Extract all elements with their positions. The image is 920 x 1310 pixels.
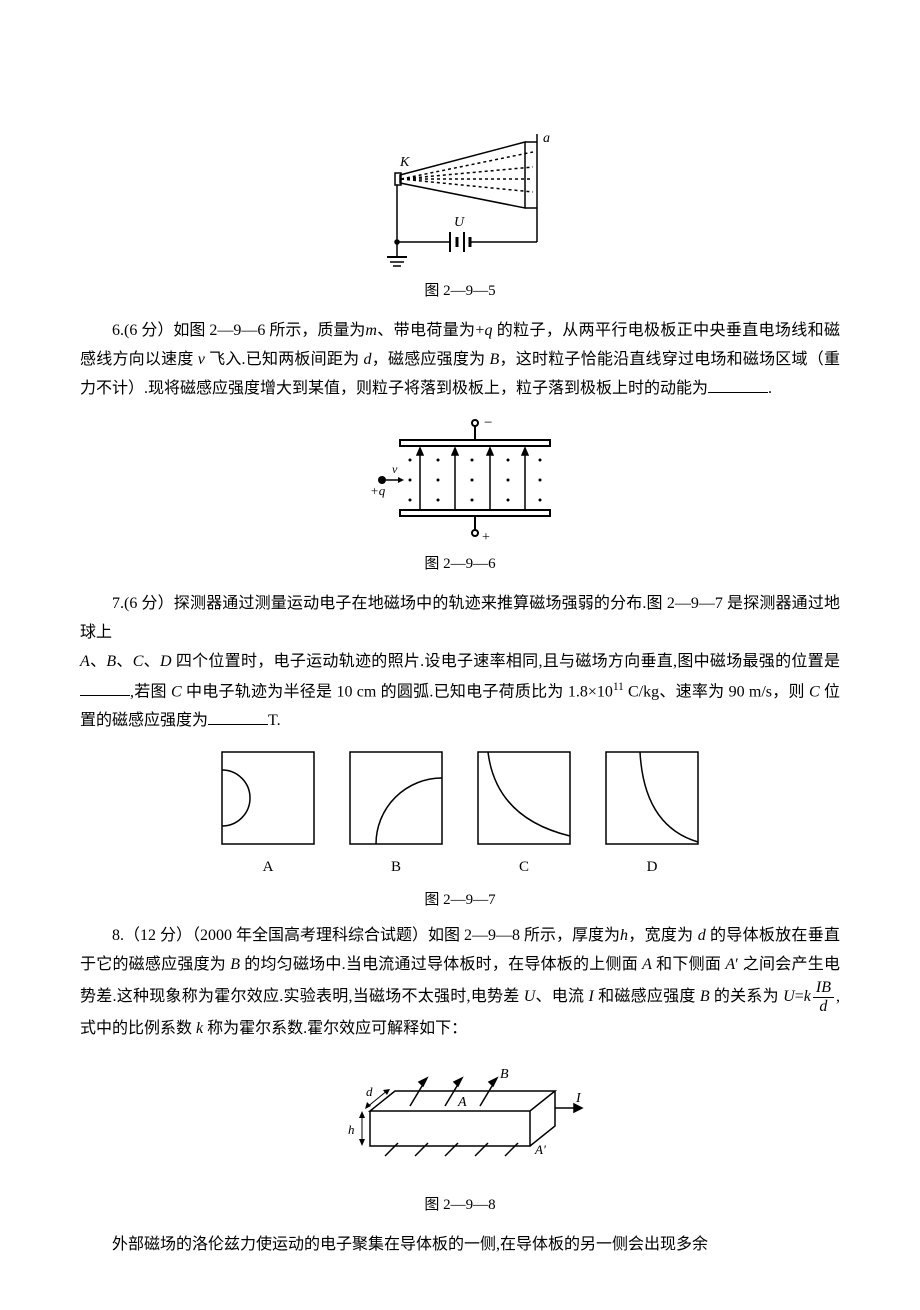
- p7-t4: 四个位置时，电子运动轨迹的照片.设电子速率相同,且与磁场方向垂直,图中磁场最强的…: [172, 653, 840, 670]
- figure-5-caption: 图 2—9—5: [80, 278, 840, 305]
- fig8-d: d: [366, 1084, 373, 1099]
- p8-t1: ，宽度为: [628, 927, 698, 944]
- p8-t0: 8.（12 分）（2000 年全国高考理科综合试题）如图 2—9—8 所示，厚度…: [80, 922, 620, 951]
- problem-8: 8.（12 分）（2000 年全国高考理科综合试题）如图 2—9—8 所示，厚度…: [80, 922, 840, 1045]
- figure-6: − + v +q 图 2—9—6: [80, 415, 840, 578]
- p7-exp: 11: [613, 681, 624, 693]
- p6-t3: 飞入.已知两板间距为: [205, 351, 364, 368]
- p7-t6: 中电子轨迹为半径是 10 cm 的圆弧.已知电子荷质比为 1.8×10: [182, 683, 613, 700]
- p8-t8: 的关系为: [710, 988, 784, 1005]
- fig7-B-label: B: [346, 854, 446, 881]
- figure-5-svg: K U a: [345, 112, 575, 272]
- p8-d: d: [698, 927, 706, 944]
- p7-C: C: [133, 653, 144, 670]
- p8-t7: 和磁感应强度: [594, 988, 700, 1005]
- problem-7: 7.(6 分）探测器通过测量运动电子在地磁场中的轨迹来推算磁场强弱的分布.图 2…: [80, 590, 840, 735]
- p7-D: D: [160, 653, 172, 670]
- problem-6: 6.(6 分）如图 2—9—6 所示，质量为 m、带电荷量为+q 的粒子，从两平…: [80, 317, 840, 403]
- p7-blank2: [208, 709, 268, 725]
- p7-t3: 、: [143, 653, 160, 670]
- figure-6-caption: 图 2—9—6: [80, 551, 840, 578]
- figure-8: d h A A' B I 图 2—9—8: [80, 1056, 840, 1219]
- p7-t0: 7.(6 分）探测器通过测量运动电子在地磁场中的轨迹来推算磁场强弱的分布.图 2…: [80, 590, 840, 648]
- figure-5: K U a 图 2—9—5: [80, 112, 840, 305]
- p6-t1: 、带电荷量为+: [377, 322, 485, 339]
- figure-7-caption: 图 2—9—7: [80, 887, 840, 914]
- fig8-B: B: [500, 1067, 509, 1082]
- fig6-plusq: +q: [370, 483, 386, 498]
- fig5-label-a: a: [543, 131, 550, 146]
- p8-U2: U: [783, 988, 795, 1005]
- p7-B: B: [106, 653, 116, 670]
- fig6-v: v: [392, 462, 398, 476]
- p8-t9: =: [795, 988, 804, 1005]
- figure-8-caption: 图 2—9—8: [80, 1192, 840, 1219]
- p8-U: U: [524, 988, 536, 1005]
- fig8-I: I: [575, 1091, 582, 1106]
- p7-C3: C: [809, 683, 820, 700]
- p8-h: h: [620, 927, 628, 944]
- p6-v: v: [198, 351, 205, 368]
- p7-t5: ,若图: [130, 683, 171, 700]
- p6-B: B: [490, 351, 500, 368]
- fig6-plus: +: [482, 530, 490, 545]
- fig8-A: A: [457, 1095, 467, 1110]
- p6-t0: 6.(6 分）如图 2—9—6 所示，质量为: [80, 317, 365, 346]
- p6-m: m: [365, 322, 377, 339]
- p7-t2: 、: [116, 653, 133, 670]
- fig7-A-label: A: [218, 854, 318, 881]
- fig6-minus: −: [484, 415, 492, 431]
- figure-8-svg: d h A A' B I: [330, 1056, 590, 1186]
- p8-after-text: 外部磁场的洛伦兹力使运动的电子聚集在导体板的一侧,在导体板的另一侧会出现多余: [80, 1231, 708, 1260]
- p8-B2: B: [700, 988, 710, 1005]
- p8-frac-den: d: [813, 998, 834, 1016]
- p8-t11: 称为霍尔系数.霍尔效应可解释如下：: [203, 1020, 467, 1037]
- p8-t4: 和下侧面: [652, 956, 725, 973]
- p7-C2: C: [171, 683, 182, 700]
- p7-t1: 、: [90, 653, 107, 670]
- p6-d: d: [364, 351, 372, 368]
- fig7-C-label: C: [474, 854, 574, 881]
- p8-k: k: [804, 988, 811, 1005]
- fig7-panel-B: B: [346, 748, 446, 881]
- p8-frac-num: IB: [813, 979, 834, 998]
- p8-frac: IBd: [813, 979, 834, 1015]
- fig7-panel-D: D: [602, 748, 702, 881]
- figure-7-row: A B C D: [80, 748, 840, 881]
- p6-blank: [708, 377, 768, 393]
- fig8-Ap: A': [534, 1142, 546, 1157]
- p8-Ap: A: [725, 956, 735, 973]
- p7-t9: T.: [268, 712, 281, 729]
- p7-A: A: [80, 653, 90, 670]
- figure-6-svg: − + v +q: [350, 415, 570, 545]
- p8-B: B: [230, 956, 240, 973]
- problem-8-after: 外部磁场的洛伦兹力使运动的电子聚集在导体板的一侧,在导体板的另一侧会出现多余: [80, 1231, 840, 1260]
- p8-t6: 、电流: [535, 988, 588, 1005]
- fig5-label-K: K: [399, 155, 410, 170]
- fig7-D-label: D: [602, 854, 702, 881]
- fig7-panel-A: A: [218, 748, 318, 881]
- fig8-h: h: [348, 1122, 355, 1137]
- p7-blank1: [80, 680, 130, 696]
- fig5-label-U: U: [454, 215, 465, 230]
- p6-period: .: [768, 380, 772, 397]
- fig7-panel-C: C: [474, 748, 574, 881]
- p8-t3: 的均匀磁场中.当电流通过导体板时，在导体板的上侧面: [240, 956, 642, 973]
- p7-t7: C/kg、速率为 90 m/s，则: [624, 683, 809, 700]
- p8-A: A: [642, 956, 652, 973]
- p6-t4: ，磁感应强度为: [372, 351, 490, 368]
